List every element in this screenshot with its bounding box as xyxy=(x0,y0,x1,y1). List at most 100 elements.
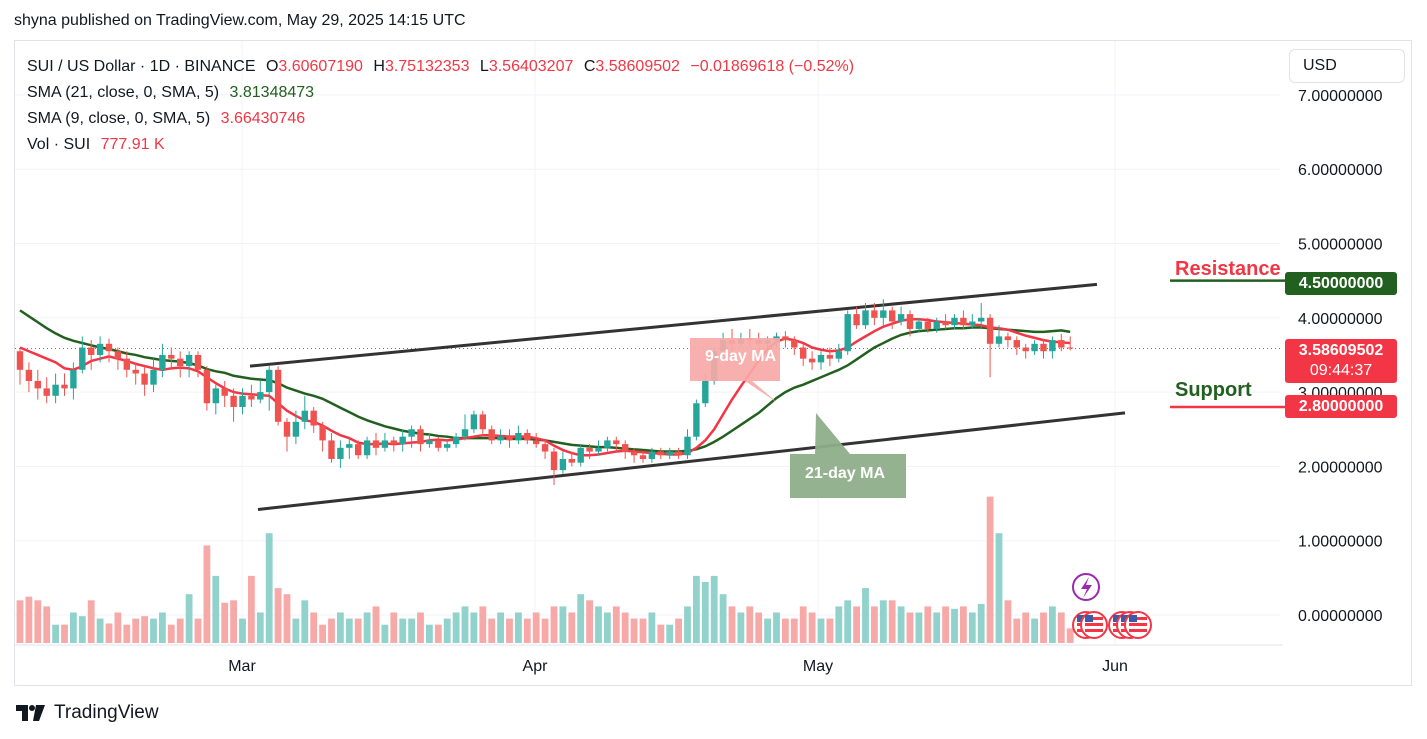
candle-body xyxy=(319,425,326,441)
volume-bar xyxy=(461,606,469,643)
volume-bar xyxy=(942,606,949,643)
candle-body xyxy=(461,429,469,437)
volume-bar xyxy=(292,618,300,643)
candle-body xyxy=(230,395,237,407)
candle-body xyxy=(906,314,914,329)
volume-bar xyxy=(550,606,558,643)
volume-bar xyxy=(470,612,478,643)
event-icons xyxy=(1072,573,1100,601)
candle-body xyxy=(604,440,611,448)
sma21-line xyxy=(19,309,1071,453)
candle-body xyxy=(150,369,157,385)
volume-bar xyxy=(523,618,531,643)
legend-volume-row[interactable]: Vol · SUI 777.91 K xyxy=(27,132,854,158)
flag-stripe xyxy=(1129,617,1147,620)
volume-bar xyxy=(621,612,629,643)
volume-bar xyxy=(176,618,184,643)
sma9-callout-shape xyxy=(690,338,780,403)
x-tick-label: Apr xyxy=(523,658,549,675)
y-tick-label: 0.00000000 xyxy=(1298,608,1383,625)
volume-bar xyxy=(78,616,86,643)
volume-bar xyxy=(488,618,496,643)
candle-body xyxy=(185,354,193,367)
sma21-callout-shape xyxy=(790,413,906,498)
volume-bar xyxy=(790,618,798,643)
volume-bar xyxy=(1013,618,1021,643)
candle-body xyxy=(168,354,175,359)
candle-body xyxy=(257,392,264,400)
candle-body xyxy=(292,421,300,437)
candle-body xyxy=(986,317,994,344)
volume-bar xyxy=(354,618,362,643)
volume-bar xyxy=(693,575,700,643)
legend-sma9-row[interactable]: SMA (9, close, 0, SMA, 5) 3.66430746 xyxy=(27,106,854,132)
volume-bar xyxy=(541,618,549,643)
volume-bar xyxy=(34,600,42,643)
volume-bar xyxy=(221,602,229,643)
x-tick-label: Mar xyxy=(228,658,256,675)
flag-stripe xyxy=(1085,623,1103,626)
candle-body xyxy=(25,369,33,381)
volume-bar xyxy=(612,606,620,643)
volume-bar xyxy=(390,612,398,643)
volume-bar xyxy=(968,612,976,643)
volume-bar xyxy=(1031,618,1038,643)
volume-bar xyxy=(666,624,674,643)
candle-body xyxy=(390,440,397,445)
volume-bar xyxy=(835,606,843,643)
volume-bar xyxy=(577,594,585,643)
tradingview-brand[interactable]: TradingView xyxy=(16,702,159,724)
candle-body xyxy=(70,369,77,389)
volume-bar xyxy=(871,606,878,643)
volume-bar xyxy=(853,606,860,643)
volume-bar xyxy=(159,612,166,643)
high-value: 3.75132353 xyxy=(384,58,470,75)
candle-body xyxy=(96,343,104,355)
open-value: 3.60607190 xyxy=(278,58,363,75)
volume-bar xyxy=(986,496,994,643)
candle-body xyxy=(889,310,896,322)
candle-body xyxy=(381,440,389,448)
volume-label: Vol · SUI xyxy=(27,136,91,153)
candle-body xyxy=(346,444,353,448)
us-flag-icon[interactable] xyxy=(1080,611,1108,639)
candle-body xyxy=(123,358,130,370)
us-flag-icon[interactable] xyxy=(1124,611,1152,639)
candle-body xyxy=(426,440,433,445)
volume-bar xyxy=(808,612,816,643)
volume-bar xyxy=(1040,612,1047,643)
volume-bar xyxy=(452,612,460,643)
chart-frame[interactable] xyxy=(14,40,1412,686)
volume-bar xyxy=(630,618,638,643)
volume-bar xyxy=(675,618,682,643)
candle-body xyxy=(52,384,59,396)
legend-sma21-row[interactable]: SMA (21, close, 0, SMA, 5) 3.81348473 xyxy=(27,80,854,106)
currency-button[interactable]: USD xyxy=(1289,49,1405,83)
volume-bar xyxy=(755,612,763,643)
candle-body xyxy=(978,317,985,322)
volume-bar xyxy=(363,612,371,643)
symbol-label[interactable]: SUI / US Dollar · 1D · BINANCE xyxy=(27,58,256,75)
candle-body xyxy=(337,447,344,459)
candle-body xyxy=(559,458,567,471)
volume-bar xyxy=(1066,628,1074,643)
volume-bar xyxy=(16,600,24,643)
candle-body xyxy=(826,354,834,359)
candle-body xyxy=(203,369,211,404)
volume-bar xyxy=(150,618,157,643)
volume-bar xyxy=(194,618,202,643)
volume-bar xyxy=(301,600,309,643)
volume-bars xyxy=(16,496,1074,643)
candle-body xyxy=(43,388,50,396)
candle-body xyxy=(417,429,424,445)
volume-bar xyxy=(515,612,522,643)
trendline-lower-channel xyxy=(257,411,1126,511)
candle-body xyxy=(16,351,24,370)
volume-bar xyxy=(915,612,923,643)
flag-canton xyxy=(1077,615,1085,622)
volume-bar xyxy=(532,612,540,643)
candle-body xyxy=(283,421,291,437)
volume-bar xyxy=(43,606,51,643)
close-value: 3.58609502 xyxy=(595,58,680,75)
